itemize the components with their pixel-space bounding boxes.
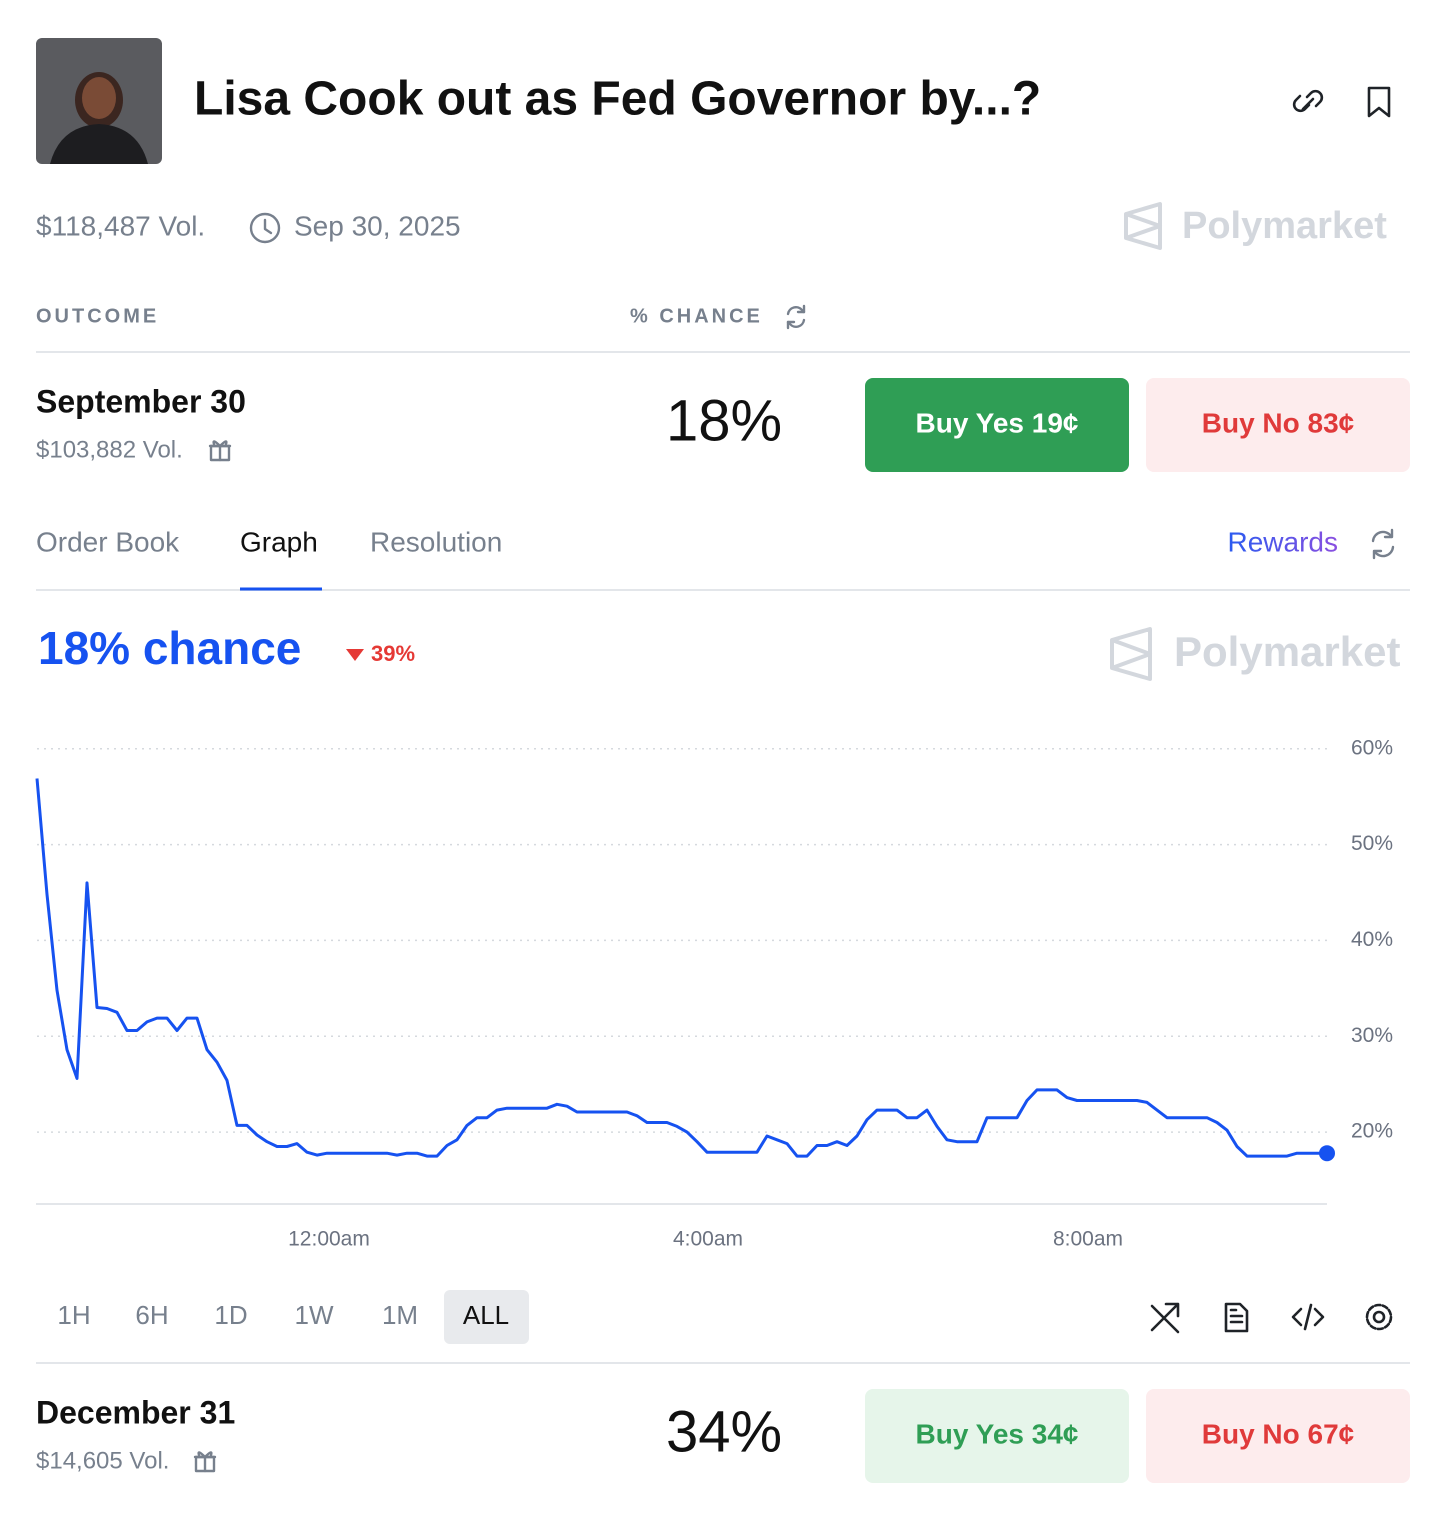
x-tick-label: 4:00am [673, 1228, 743, 1251]
market-image [36, 38, 162, 164]
copy-link-button[interactable] [1292, 89, 1324, 113]
y-tick-label: 40% [1351, 928, 1393, 951]
buy-no-label: Buy No 67¢ [1202, 1418, 1355, 1449]
outcome-name: September 30 [36, 383, 246, 419]
y-tick-label: 20% [1351, 1120, 1393, 1143]
shuffle-icon[interactable] [1150, 1302, 1180, 1334]
outcome-volume: $103,882 Vol. [36, 436, 183, 463]
range-button[interactable]: 1W [295, 1300, 334, 1330]
y-tick-label: 30% [1351, 1024, 1393, 1047]
range-active-bg [444, 1290, 529, 1344]
range-button[interactable]: 6H [135, 1300, 168, 1330]
settings-icon[interactable] [1365, 1303, 1393, 1331]
market-title: Lisa Cook out as Fed Governor by...? [194, 73, 1041, 126]
gift-icon [193, 1451, 217, 1473]
embed-icon[interactable] [1291, 1303, 1325, 1331]
buy-yes-label: Buy Yes 19¢ [916, 407, 1079, 438]
range-selector: 1H 6H 1D 1W 1M ALL [57, 1290, 529, 1344]
range-button[interactable]: ALL [463, 1300, 509, 1330]
range-button[interactable]: 1D [214, 1300, 247, 1330]
outcome-header: OUTCOME [36, 305, 159, 327]
y-tick-label: 50% [1351, 832, 1393, 855]
x-tick-label: 12:00am [288, 1228, 370, 1251]
brand-logo: Polymarket [1124, 202, 1387, 250]
chance-headline: 18% chance [38, 622, 301, 674]
brand-logo: Polymarket [1110, 627, 1400, 681]
chance-change: 39% [371, 641, 415, 666]
range-button[interactable]: 1H [57, 1300, 90, 1330]
refresh-icon[interactable] [786, 304, 806, 330]
x-tick-label: 8:00am [1053, 1228, 1123, 1251]
chart-tools [1150, 1302, 1393, 1334]
y-tick-label: 60% [1351, 736, 1393, 759]
document-icon[interactable] [1224, 1302, 1249, 1333]
outcome-chance: 18% [666, 388, 782, 453]
buy-no-button[interactable]: Buy No 67¢ [1146, 1389, 1410, 1483]
buy-yes-button[interactable]: Buy Yes 19¢ [865, 378, 1129, 472]
buy-yes-button[interactable]: Buy Yes 34¢ [865, 1389, 1129, 1483]
bookmark-button[interactable] [1367, 86, 1391, 118]
tab[interactable]: Graph [240, 526, 318, 557]
range-button[interactable]: 1M [382, 1300, 418, 1330]
rewards-link[interactable]: Rewards [1228, 526, 1338, 557]
last-point [1319, 1145, 1335, 1162]
outcome-chance: 34% [666, 1399, 782, 1464]
brand-name: Polymarket [1174, 628, 1400, 675]
brand-name: Polymarket [1182, 205, 1387, 247]
buy-no-label: Buy No 83¢ [1202, 407, 1355, 438]
end-date: Sep 30, 2025 [294, 210, 461, 241]
chance-header: % CHANCE [630, 305, 763, 327]
tab-bar: Order Book Graph Resolution [36, 526, 502, 557]
market-volume: $118,487 Vol. [36, 210, 205, 241]
down-arrow [346, 649, 364, 661]
outcome-volume: $14,605 Vol. [36, 1447, 169, 1474]
refresh-icon[interactable] [1371, 528, 1395, 560]
buy-yes-label: Buy Yes 34¢ [916, 1418, 1079, 1449]
price-chart: 20% 30% 40% 50% 60% 12:00am 4:00am 8:00am [35, 736, 1393, 1251]
outcome-name: December 31 [36, 1394, 235, 1430]
clock-icon [249, 212, 281, 244]
tab[interactable]: Order Book [36, 526, 180, 557]
buy-no-button[interactable]: Buy No 83¢ [1146, 378, 1410, 472]
gift-icon [208, 440, 232, 462]
price-line [35, 778, 1327, 1158]
tab[interactable]: Resolution [370, 526, 502, 557]
